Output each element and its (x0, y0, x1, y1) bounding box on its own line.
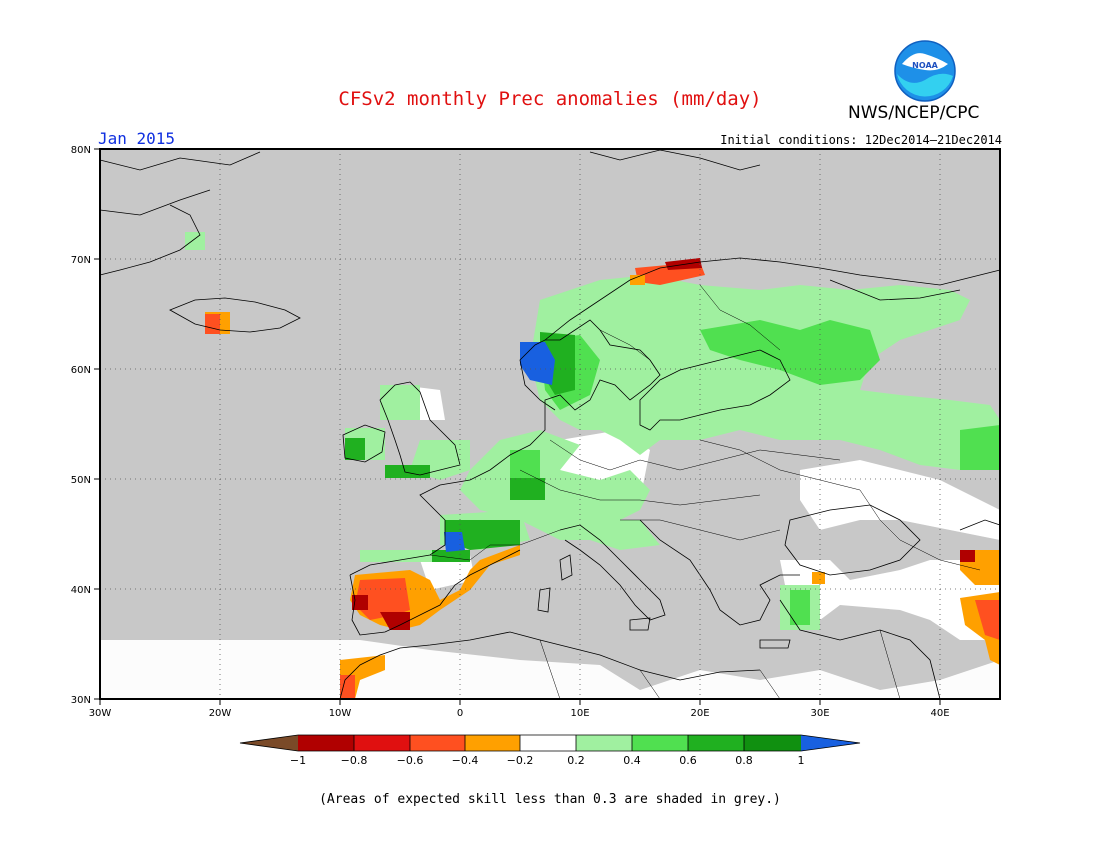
colorbar-swatch (688, 735, 744, 751)
colorbar-swatch (576, 735, 632, 751)
lon-label-10w: 10W (329, 708, 352, 719)
country-borders (429, 284, 981, 700)
initial-conditions: Initial conditions: 12Dec2014–21Dec2014 (720, 133, 1002, 147)
colorbar-swatch (298, 735, 354, 751)
lon-label-40e: 40E (930, 708, 949, 719)
lon-label-0: 0 (457, 708, 463, 719)
lon-label-30e: 30E (810, 708, 829, 719)
colorbar-label: 0.8 (735, 754, 753, 767)
lat-label-30n: 30N (71, 695, 91, 706)
lat-label-80n: 80N (71, 145, 91, 156)
colorbar-swatch (632, 735, 688, 751)
map-frame (99, 148, 1001, 700)
chart-title-text: CFSv2 monthly Prec anomalies (mm/day) (338, 88, 762, 110)
colorbar-label: −0.2 (507, 754, 534, 767)
colorbar-swatch (520, 735, 576, 751)
colorbar-right-arrow (801, 735, 860, 751)
noaa-logo-text: NOAA (912, 61, 938, 70)
chart-title: CFSv2 monthly Prec anomalies (mm/day) (0, 88, 1100, 110)
colorbar-label: 0.4 (623, 754, 641, 767)
map-plot-area: 80N 70N 60N 50N 40N 30N 30W 20W 10W 0 10… (71, 145, 1001, 719)
colorbar-label: 0.2 (567, 754, 585, 767)
lon-label-20e: 20E (690, 708, 709, 719)
lat-label-70n: 70N (71, 255, 91, 266)
colorbar-swatch (465, 735, 520, 751)
colorbar-swatch (744, 735, 801, 751)
anomaly-field (100, 232, 1000, 699)
colorbar-label: 1 (798, 754, 805, 767)
colorbar-label: −0.8 (341, 754, 368, 767)
colorbar-outline (239, 734, 861, 752)
graticule (100, 149, 1000, 699)
colorbar-left-arrow (240, 735, 298, 751)
colorbar-label: −1 (290, 754, 306, 767)
colorbar-label: −0.6 (397, 754, 424, 767)
agency-label: NWS/NCEP/CPC (848, 103, 980, 123)
colorbar-label: 0.6 (679, 754, 697, 767)
skill-footnote: (Areas of expected skill less than 0.3 a… (319, 792, 781, 807)
axis-ticks (94, 148, 941, 705)
noaa-logo: NOAA (894, 40, 956, 102)
forecast-month: Jan 2015 (98, 129, 176, 148)
colorbar: −1 −0.8 −0.6 −0.4 −0.2 0.2 0.4 0.6 0.8 1 (239, 734, 861, 767)
colorbar-swatch (354, 735, 410, 751)
lat-label-40n: 40N (71, 585, 91, 596)
colorbar-swatch (410, 735, 465, 751)
lon-label-20w: 20W (209, 708, 232, 719)
lat-label-50n: 50N (71, 475, 91, 486)
colorbar-label: −0.4 (452, 754, 479, 767)
lon-label-10e: 10E (570, 708, 589, 719)
lat-label-60n: 60N (71, 365, 91, 376)
lon-label-30w: 30W (89, 708, 112, 719)
